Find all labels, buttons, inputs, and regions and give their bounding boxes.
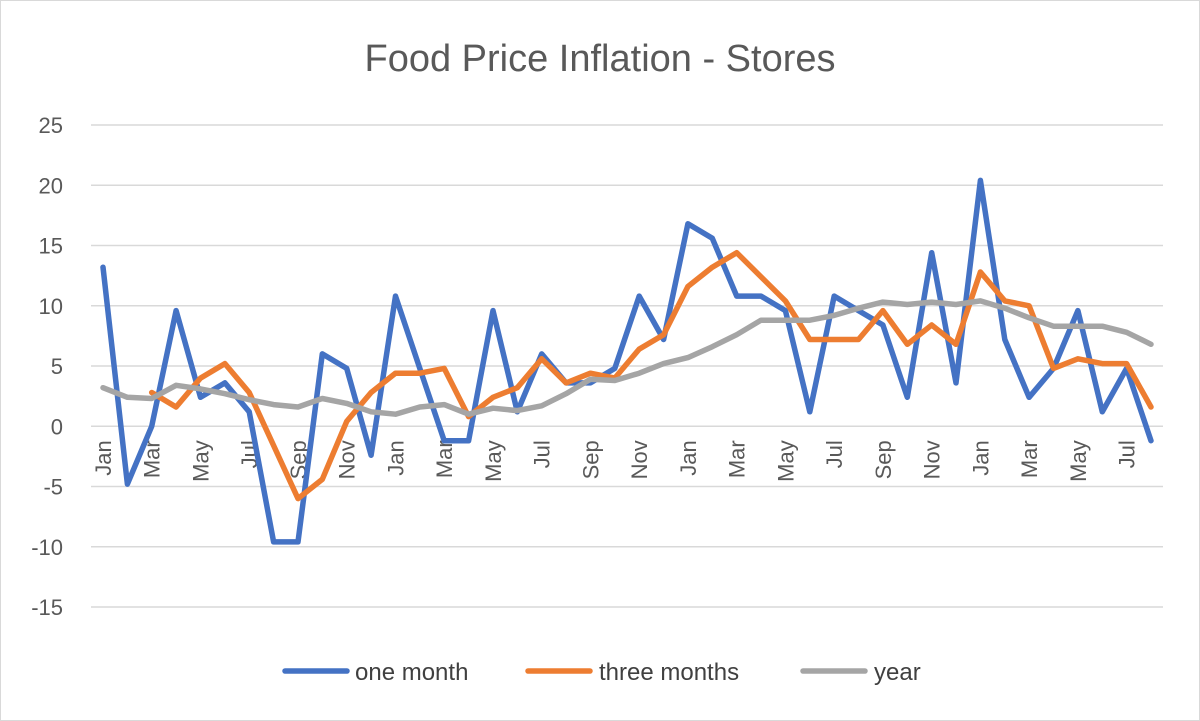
series-line-three-months xyxy=(148,249,1154,502)
chart-title: Food Price Inflation - Stores xyxy=(365,38,836,80)
legend: one month three months year xyxy=(282,659,921,686)
x-tick-label: Jan xyxy=(91,440,116,475)
series-lines xyxy=(100,177,1154,545)
x-tick-label: Jan xyxy=(676,440,701,475)
x-tick-label: Sep xyxy=(871,440,896,479)
y-tick-label: -5 xyxy=(43,475,63,500)
x-axis-tick-labels: Jan Mar May Jul Sep Nov Jan Mar May Jul Sep Nov Jan M… xyxy=(91,440,1140,482)
x-tick-label: Jul xyxy=(822,440,847,468)
y-tick-label: 0 xyxy=(51,414,63,439)
x-tick-label: Jul xyxy=(1115,440,1140,468)
legend-label-three-months: three months xyxy=(599,659,739,686)
x-tick-label: Jul xyxy=(530,440,555,468)
x-tick-label: May xyxy=(773,440,798,482)
x-tick-label: May xyxy=(481,440,506,482)
y-tick-label: -10 xyxy=(31,535,63,560)
y-tick-label: 5 xyxy=(51,354,63,379)
legend-label-year: year xyxy=(874,659,921,686)
x-tick-label: Nov xyxy=(920,440,945,479)
y-tick-label: 20 xyxy=(39,173,63,198)
y-tick-label: 25 xyxy=(39,113,63,138)
x-tick-label: May xyxy=(1066,440,1091,482)
x-tick-label: Mar xyxy=(432,440,457,478)
x-tick-label: Mar xyxy=(725,440,750,478)
x-tick-label: Jan xyxy=(383,440,408,475)
legend-label-one-month: one month xyxy=(355,659,468,686)
y-axis-tick-labels: 25 20 15 10 5 0 -5 -10 -15 xyxy=(31,113,63,620)
x-tick-label: May xyxy=(188,440,213,482)
x-tick-label: Sep xyxy=(578,440,603,479)
x-tick-label: Nov xyxy=(627,440,652,479)
x-tick-label: Mar xyxy=(1017,440,1042,478)
y-tick-label: 10 xyxy=(39,294,63,319)
series-line-one-month xyxy=(100,177,1154,545)
y-tick-label: -15 xyxy=(31,595,63,620)
x-tick-label: Jan xyxy=(968,440,993,475)
series-line-year xyxy=(100,298,1154,417)
y-tick-label: 15 xyxy=(39,234,63,259)
